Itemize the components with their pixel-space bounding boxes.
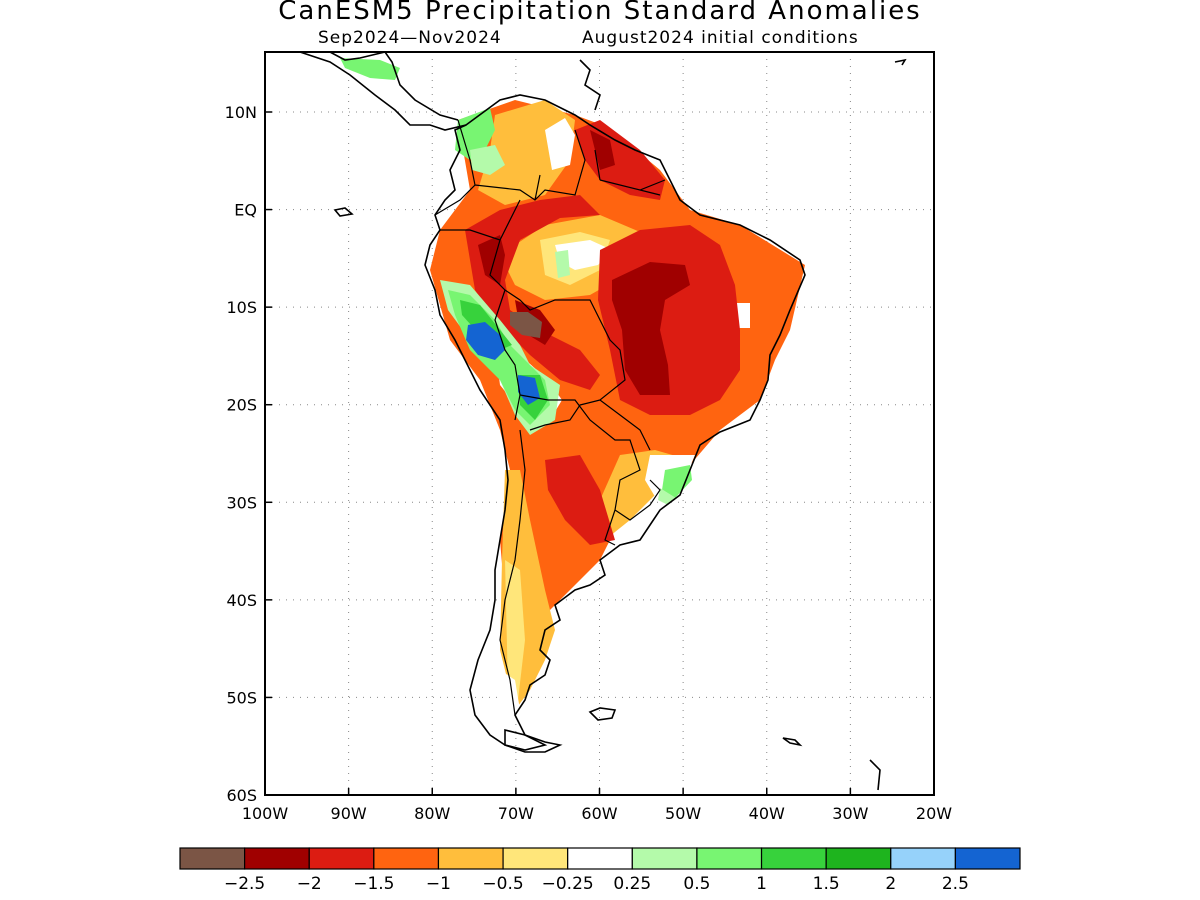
colorbar-swatch xyxy=(954,847,1021,870)
colorbar-label: 0.5 xyxy=(683,874,710,894)
colorbar-swatch xyxy=(825,847,892,870)
galapagos xyxy=(333,207,354,217)
lon-tick-label: 60W xyxy=(581,804,617,823)
anomaly-region-neutral-amazon xyxy=(555,240,612,270)
anomaly-region-minus025-south xyxy=(505,560,525,700)
colorbar-swatch xyxy=(437,847,504,870)
anomaly-region-plus05-amazon xyxy=(555,250,570,278)
colorbar-label: −2 xyxy=(297,874,322,894)
caribbean-islands xyxy=(579,58,907,111)
lat-tick-label: 30S xyxy=(226,493,257,512)
axis-ticks: 100W 90W 80W 70W 60W 50W 40W 30W 20W 10N EQ 10S 20S 3… xyxy=(225,103,953,823)
anomaly-region-neutral-guiana xyxy=(545,118,575,170)
central-america-coastline xyxy=(299,52,467,131)
colorbar-swatch xyxy=(179,847,246,870)
colorbar-label: 1.5 xyxy=(813,874,840,894)
anomaly-region-minus15-argentina xyxy=(545,455,615,545)
colorbar-swatch xyxy=(890,847,956,870)
colorbar-swatch xyxy=(567,847,633,870)
colorbar-label: −0.5 xyxy=(482,874,523,894)
lon-tick-label: 20W xyxy=(916,804,952,823)
lat-tick-label: 10N xyxy=(225,103,257,122)
colorbar-label: −0.25 xyxy=(542,874,594,894)
lat-tick-label: 10S xyxy=(226,298,257,317)
south-america-coastline xyxy=(424,94,806,751)
colorbar-label: −1.5 xyxy=(353,874,394,894)
lat-tick-label: 20S xyxy=(226,396,257,415)
falkland-islands xyxy=(588,707,617,721)
anomaly-shading xyxy=(340,58,805,720)
african-coast xyxy=(869,759,881,791)
anomaly-region-plus1-southeast xyxy=(662,465,692,498)
colorbar-swatch xyxy=(631,847,698,870)
anomaly-region-minus2-guiana xyxy=(590,130,615,170)
lon-tick-label: 70W xyxy=(498,804,534,823)
forecast-period: Sep2024—Nov2024 xyxy=(318,28,502,48)
colorbar-label: −2.5 xyxy=(224,874,265,894)
lon-tick-label: 30W xyxy=(832,804,868,823)
colorbar-label: 2 xyxy=(885,874,896,894)
map-title: CanESM5 Precipitation Standard Anomalies xyxy=(278,0,922,26)
colorbar-label: 2.5 xyxy=(942,874,969,894)
anomaly-region-plus05-colombia xyxy=(470,145,505,175)
colorbar-swatch xyxy=(760,847,827,870)
colorbar-label: 1 xyxy=(756,874,767,894)
lat-tick-label: 50S xyxy=(226,688,257,707)
anomaly-region-minus25 xyxy=(510,312,542,338)
colorbar-swatch xyxy=(244,847,310,870)
country-borders xyxy=(434,119,666,716)
anomaly-region-plus25-peru xyxy=(466,322,505,360)
colorbar-label: −1 xyxy=(426,874,451,894)
lon-tick-label: 40W xyxy=(749,804,785,823)
lon-tick-label: 80W xyxy=(414,804,450,823)
colorbar-swatch xyxy=(308,847,375,870)
colorbar: −2.5 −2 −1.5 −1 −0.5 −0.25 0.25 0.5 1 1.5 2 2.5 xyxy=(179,847,1021,894)
south-georgia xyxy=(782,737,803,747)
initial-conditions: August2024 initial conditions xyxy=(582,28,859,48)
lat-tick-label: 60S xyxy=(226,786,257,805)
anomaly-region-minus05-north xyxy=(478,100,575,205)
lon-tick-label: 90W xyxy=(331,804,367,823)
colorbar-swatch xyxy=(696,847,763,870)
lat-tick-label: EQ xyxy=(234,201,257,220)
anomaly-region-minus2-brazil xyxy=(612,262,690,395)
colorbar-swatch xyxy=(373,847,440,870)
colorbar-swatch xyxy=(502,847,569,870)
anomaly-region-plus1-central-america xyxy=(340,58,400,80)
coastlines xyxy=(299,52,907,791)
lon-tick-label: 100W xyxy=(242,804,289,823)
colorbar-label: 0.25 xyxy=(613,874,651,894)
lat-tick-label: 40S xyxy=(226,591,257,610)
tierra-del-fuego xyxy=(504,728,563,753)
lon-tick-label: 50W xyxy=(665,804,701,823)
anomaly-region-neutral-tierra xyxy=(500,670,520,720)
